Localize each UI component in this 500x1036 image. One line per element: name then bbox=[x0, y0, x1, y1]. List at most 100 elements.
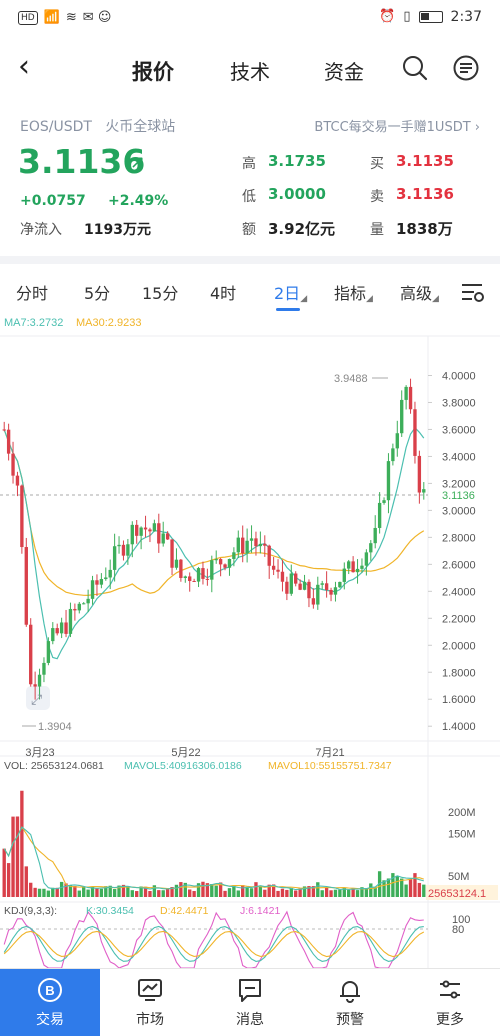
tab-messages-label: 消息 bbox=[236, 1012, 264, 1028]
volume-bar bbox=[267, 884, 271, 897]
trade-icon: B bbox=[38, 978, 62, 1002]
interval-4h[interactable]: 4时 bbox=[210, 284, 237, 303]
candle-body bbox=[417, 455, 422, 493]
candle-body bbox=[280, 571, 285, 582]
candle-body bbox=[152, 523, 157, 532]
volume-bar bbox=[373, 886, 377, 897]
candle-body bbox=[320, 583, 324, 585]
promo-link[interactable]: BTCC每交易一手赠1USDT › bbox=[314, 116, 480, 135]
candle-body bbox=[232, 552, 236, 559]
interval-timeshare[interactable]: 分时 bbox=[16, 284, 49, 303]
chart-settings-icon[interactable] bbox=[460, 280, 486, 304]
candle-body bbox=[355, 568, 360, 573]
volume-bar bbox=[121, 884, 126, 897]
mavol5-line bbox=[3, 826, 424, 891]
candle-body bbox=[333, 587, 338, 595]
volume-bar bbox=[179, 882, 183, 897]
volume-bar bbox=[214, 885, 218, 897]
alarm-icon: ⏰ bbox=[379, 9, 396, 24]
tab-market[interactable]: 市场 bbox=[100, 969, 200, 1036]
advanced-label: 高级 bbox=[400, 284, 433, 303]
kline-chart[interactable]: MA7:3.2732 MA30:2.9233 4.0000 3.8000 3.6000 3… bbox=[0, 312, 500, 968]
ma30-legend: MA30:2.9233 bbox=[76, 317, 141, 329]
volume-bar bbox=[99, 888, 104, 897]
y-tick-label: 1.6000 bbox=[442, 694, 476, 706]
volume-bar bbox=[360, 887, 364, 897]
notification-icons: ✉ ☺ bbox=[82, 10, 112, 25]
max-price-label: 3.9488 bbox=[334, 373, 368, 385]
volume-value: 1838万 bbox=[396, 220, 453, 238]
candle-body bbox=[413, 409, 417, 456]
interval-2d-label: 2日 bbox=[274, 284, 301, 303]
candle-body bbox=[218, 559, 223, 565]
candle-body bbox=[135, 524, 139, 536]
tab-more[interactable]: 更多 bbox=[400, 969, 500, 1036]
candle-body bbox=[2, 429, 6, 431]
candle-body bbox=[37, 674, 42, 687]
amount-label: 额 bbox=[242, 222, 256, 238]
candle-body bbox=[241, 537, 245, 554]
volume-bar bbox=[68, 885, 73, 897]
ask-label: 卖 bbox=[370, 189, 384, 205]
kdj-title: KDJ(9,3,3): bbox=[4, 905, 57, 917]
volume-bar bbox=[404, 884, 408, 897]
candle-body bbox=[201, 568, 205, 579]
volume-tick-label: 200M bbox=[448, 807, 476, 819]
menu-icon[interactable] bbox=[452, 54, 480, 82]
candle-body bbox=[6, 429, 11, 454]
advanced-dropdown[interactable]: 高级◢ bbox=[400, 280, 439, 304]
interval-2d[interactable]: 2日◢ bbox=[274, 280, 307, 304]
interval-15m[interactable]: 15分 bbox=[142, 284, 179, 303]
candle-body bbox=[90, 580, 95, 599]
candle-body bbox=[126, 544, 130, 556]
volume-bar bbox=[223, 890, 227, 897]
volume-label: 量 bbox=[370, 222, 384, 238]
candle-body bbox=[342, 568, 346, 582]
volume-bar bbox=[55, 887, 59, 897]
interval-5m[interactable]: 5分 bbox=[84, 284, 111, 303]
dropdown-caret-icon: ◢ bbox=[366, 294, 373, 304]
volume-bar bbox=[192, 891, 196, 897]
bottom-tab-bar: B 交易 市场 消息 预警 更多 bbox=[0, 968, 500, 1036]
bell-icon bbox=[340, 981, 360, 1003]
candle-body bbox=[347, 561, 351, 569]
tab-messages[interactable]: 消息 bbox=[200, 969, 300, 1036]
candle-body bbox=[130, 524, 134, 545]
volume-bar bbox=[174, 884, 179, 897]
low-value: 3.0000 bbox=[268, 185, 326, 203]
volume-bar bbox=[42, 888, 46, 897]
tab-technical[interactable]: 技术 bbox=[230, 60, 270, 84]
tab-funds[interactable]: 资金 bbox=[324, 60, 364, 84]
indicator-dropdown[interactable]: 指标◢ bbox=[334, 280, 373, 304]
volume-bar bbox=[386, 878, 391, 897]
volume-bar bbox=[77, 890, 81, 897]
battery-icon bbox=[418, 11, 443, 23]
candle-body bbox=[11, 453, 15, 476]
volume-bar bbox=[126, 886, 130, 897]
y-tick-label: 3.0000 bbox=[442, 505, 476, 517]
tab-quote[interactable]: 报价 bbox=[132, 60, 174, 84]
volume-bar bbox=[280, 888, 285, 897]
volume-bar bbox=[276, 890, 280, 897]
candle-body bbox=[382, 500, 386, 503]
candle-body bbox=[373, 527, 377, 544]
ma7-line bbox=[3, 426, 425, 660]
candle-body bbox=[249, 538, 254, 541]
search-icon[interactable] bbox=[401, 54, 429, 82]
candle-body bbox=[68, 608, 73, 634]
candle-body bbox=[104, 577, 108, 580]
volume-bar bbox=[104, 886, 108, 897]
y-tick-label: 3.2000 bbox=[442, 478, 476, 490]
tab-alerts[interactable]: 预警 bbox=[300, 969, 400, 1036]
volume-bar bbox=[408, 879, 413, 897]
volume-bar bbox=[20, 790, 24, 897]
volume-bar bbox=[108, 885, 112, 897]
candle-body bbox=[179, 559, 183, 578]
tab-trade[interactable]: B 交易 bbox=[0, 969, 100, 1036]
volume-bar bbox=[289, 888, 293, 897]
back-button[interactable]: ‹ bbox=[18, 49, 30, 84]
y-tick-label: 2.6000 bbox=[442, 559, 476, 571]
volume-bar bbox=[46, 890, 51, 897]
volume-bar bbox=[170, 887, 174, 897]
pair-name: EOS/USDT bbox=[20, 119, 92, 135]
